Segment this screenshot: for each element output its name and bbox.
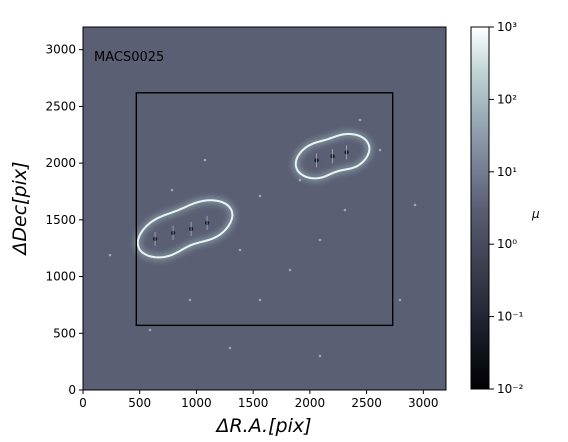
x-tick-label: 1500	[238, 396, 269, 410]
bright-spot	[258, 298, 262, 302]
bright-spot	[413, 203, 417, 207]
colorbar-tick-label: 10¹	[497, 165, 517, 179]
bright-spot	[298, 178, 302, 182]
bright-spot	[108, 253, 112, 257]
colorbar-tick-label: 10⁻¹	[497, 310, 524, 324]
colorbar	[470, 26, 490, 390]
y-tick-label: 3000	[45, 43, 76, 57]
x-tick-label: 1000	[181, 396, 212, 410]
colorbar-label: μ	[531, 207, 540, 221]
bright-spot	[258, 194, 262, 198]
bright-spot	[318, 238, 322, 242]
bright-spot	[288, 268, 292, 272]
critical-curves	[134, 130, 373, 261]
x-axis-label: ΔR.A.[pix]	[214, 415, 311, 437]
x-tick-label: 500	[128, 396, 151, 410]
bright-spot	[148, 328, 152, 332]
x-tick-label: 2500	[351, 396, 382, 410]
y-tick-label: 1500	[45, 213, 76, 227]
bright-spot	[398, 298, 402, 302]
y-axis-ticks: 0 500 1000 1500 2000 2500 3000	[45, 43, 83, 397]
panel-label: MACS0025	[94, 50, 164, 65]
y-tick-label: 500	[53, 326, 76, 340]
colorbar-tick-label: 10⁻²	[497, 382, 524, 396]
heatmap-background	[83, 27, 446, 390]
critical-curve	[136, 199, 234, 259]
y-tick-label: 0	[68, 383, 76, 397]
colorbar-tick-label: 10³	[497, 20, 517, 34]
plot-frame	[82, 26, 447, 391]
critical-curve	[294, 133, 371, 180]
bright-spot	[228, 346, 232, 350]
x-tick-label: 3000	[408, 396, 439, 410]
y-tick-label: 2000	[45, 156, 76, 170]
bright-spot	[188, 298, 192, 302]
bright-spot	[378, 148, 382, 152]
y-axis-label: ΔDec[pix]	[9, 161, 31, 256]
y-tick-label: 2500	[45, 99, 76, 113]
bright-spot	[318, 354, 322, 358]
bright-spot	[343, 208, 347, 212]
colorbar-tick-label: 10⁰	[497, 237, 517, 251]
bright-spot	[170, 188, 174, 192]
colorbar-tick-label: 10²	[497, 92, 517, 106]
x-axis-ticks: 0 500 1000 1500 2000 2500 3000	[79, 390, 439, 410]
bright-spot	[238, 248, 242, 252]
y-tick-label: 1000	[45, 270, 76, 284]
bright-spot	[203, 158, 207, 162]
analysis-box	[135, 92, 394, 327]
colorbar-ticks: 10⁻² 10⁻¹ 10⁰ 10¹ 10² 10³	[489, 20, 524, 396]
caustic-spots	[108, 118, 417, 358]
x-tick-label: 0	[79, 396, 87, 410]
bright-spot	[358, 118, 362, 122]
x-tick-label: 2000	[295, 396, 326, 410]
